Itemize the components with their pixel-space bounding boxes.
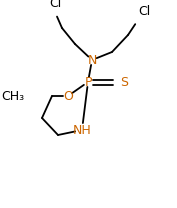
Text: P: P — [84, 76, 92, 88]
Text: CH₃: CH₃ — [1, 89, 24, 103]
Text: N: N — [87, 53, 97, 67]
Text: Cl: Cl — [49, 0, 61, 10]
Text: NH: NH — [73, 124, 91, 136]
Text: S: S — [120, 76, 128, 88]
Text: O: O — [63, 89, 73, 103]
Text: Cl: Cl — [138, 5, 150, 18]
